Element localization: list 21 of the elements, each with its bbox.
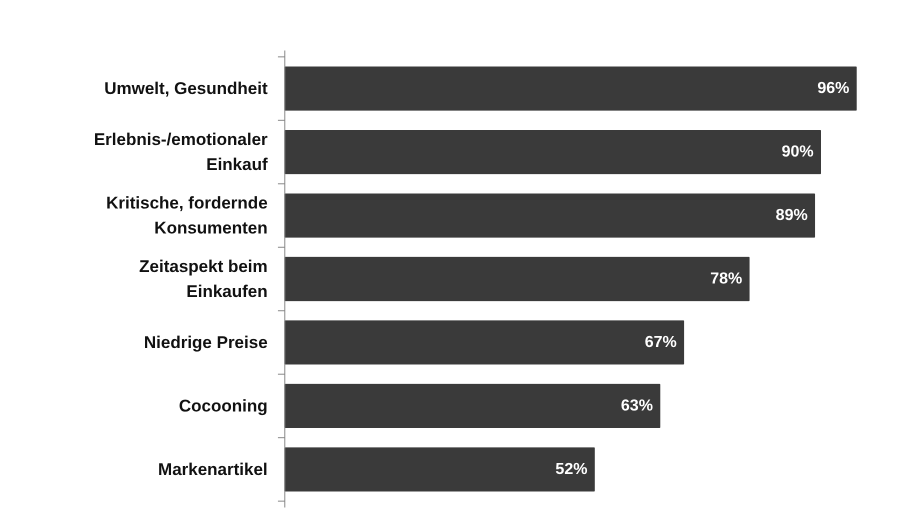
bar bbox=[284, 384, 660, 428]
bar bbox=[284, 256, 750, 302]
data-label: 78% bbox=[710, 270, 742, 288]
data-label: 89% bbox=[776, 207, 808, 224]
bar bbox=[284, 320, 684, 365]
data-label: 52% bbox=[555, 460, 588, 478]
bar bbox=[284, 193, 816, 238]
y-tick-label: Cocooning bbox=[178, 396, 268, 416]
y-tick-label: Niedrige Preise bbox=[144, 332, 268, 352]
data-label: 67% bbox=[644, 334, 677, 351]
y-tick-label: Markenartikel bbox=[158, 460, 268, 479]
y-tick-label: Erlebnis-/emotionaler Einkauf bbox=[94, 130, 268, 174]
y-tick-label: Kritische, fordernde Konsumenten bbox=[106, 194, 268, 238]
y-tick-label: Zeitaspekt beim Einkaufen bbox=[139, 257, 268, 301]
y-tick-label: Umwelt, Gesundheit bbox=[104, 79, 268, 98]
bar bbox=[284, 130, 821, 174]
bar bbox=[284, 447, 595, 492]
data-label: 96% bbox=[817, 80, 850, 98]
data-label: 63% bbox=[620, 397, 653, 414]
data-label: 90% bbox=[782, 144, 814, 161]
bar bbox=[284, 66, 857, 111]
